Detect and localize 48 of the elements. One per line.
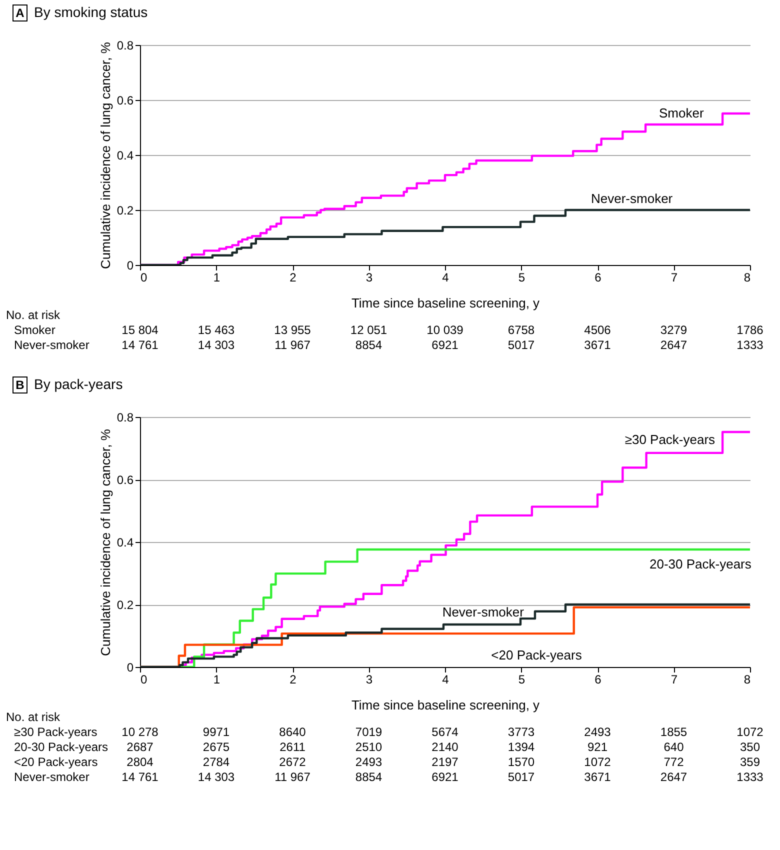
x-tick-label: 5 [518,270,526,284]
x-tick-label: 3 [366,672,373,686]
x-tick-label: 8 [744,672,751,686]
y-axis-title: Cumulative incidence of lung cancer, % [98,42,113,269]
y-axis-title: Cumulative incidence of lung cancer, % [98,428,113,656]
text: <20 Pack-years 2804 2784 2672 2493 2197 1570 1072 772 359 [14,755,760,769]
x-tick-label: 6 [594,672,602,686]
x-tick-label: 8 [744,270,751,284]
x-tick-label: 1 [213,672,220,686]
chart-title: A By smoking status [16,4,148,20]
y-tick-label: 0.4 [116,536,134,550]
y-tick-label: 0.8 [116,410,134,424]
x-tick-label: 6 [594,270,602,284]
x-tick-label: 2 [290,270,297,284]
x-tick-label: 0 [140,270,148,284]
y-tick-label: 0.2 [116,598,134,612]
y-tick-label: 0 [126,660,134,674]
series-label: Never-smoker [442,604,525,620]
x-tick-label: 1 [213,270,220,284]
x-tick-label: 7 [670,270,678,284]
text: 20-30 Pack-years 2687 2675 2611 2510 2140 1394 921 640 350 [14,740,760,754]
text: Never-smoker 14 761 14 303 11 967 8854 6921 5017 3671 2647 1333 [14,770,764,784]
x-tick-label: 5 [518,672,526,686]
x-tick-label: 0 [140,672,148,686]
series-label: ≥30 Pack-years [624,432,716,447]
text: Never-smoker 14 761 14 303 11 967 8854 6921 5017 3671 2647 1333 [14,338,764,352]
series-label: 20-30 Pack-years [649,556,752,572]
series-label: Smoker [658,105,704,120]
x-axis-title: Time since baseline screening, y [351,296,540,310]
y-tick-label: 0.2 [116,204,134,218]
y-tick-label: 0.6 [116,94,134,108]
text: No. at risk [6,308,62,322]
chart-title: B By pack-years [16,376,123,392]
text: Smoker 15 804 15 463 13 955 12 051 10 039 6758 4506 3279 1786 [14,323,764,337]
x-tick-label: 4 [442,672,450,686]
text: ≥30 Pack-years 10 278 9971 8640 7019 5674 3773 2493 1855 1072 [14,725,764,739]
text: No. at risk [6,710,62,724]
x-tick-label: 2 [290,672,297,686]
x-tick-label: 4 [442,270,450,284]
series-label: <20 Pack-years [491,648,582,663]
y-tick-label: 0 [126,258,134,272]
x-tick-label: 3 [366,270,373,284]
series-label: Never-smoker [591,191,674,206]
y-tick-label: 0.4 [116,148,134,162]
x-tick-label: 7 [670,672,678,686]
y-tick-label: 0.8 [116,38,134,52]
x-axis-title: Time since baseline screening, y [351,698,540,712]
y-tick-label: 0.6 [116,473,134,487]
